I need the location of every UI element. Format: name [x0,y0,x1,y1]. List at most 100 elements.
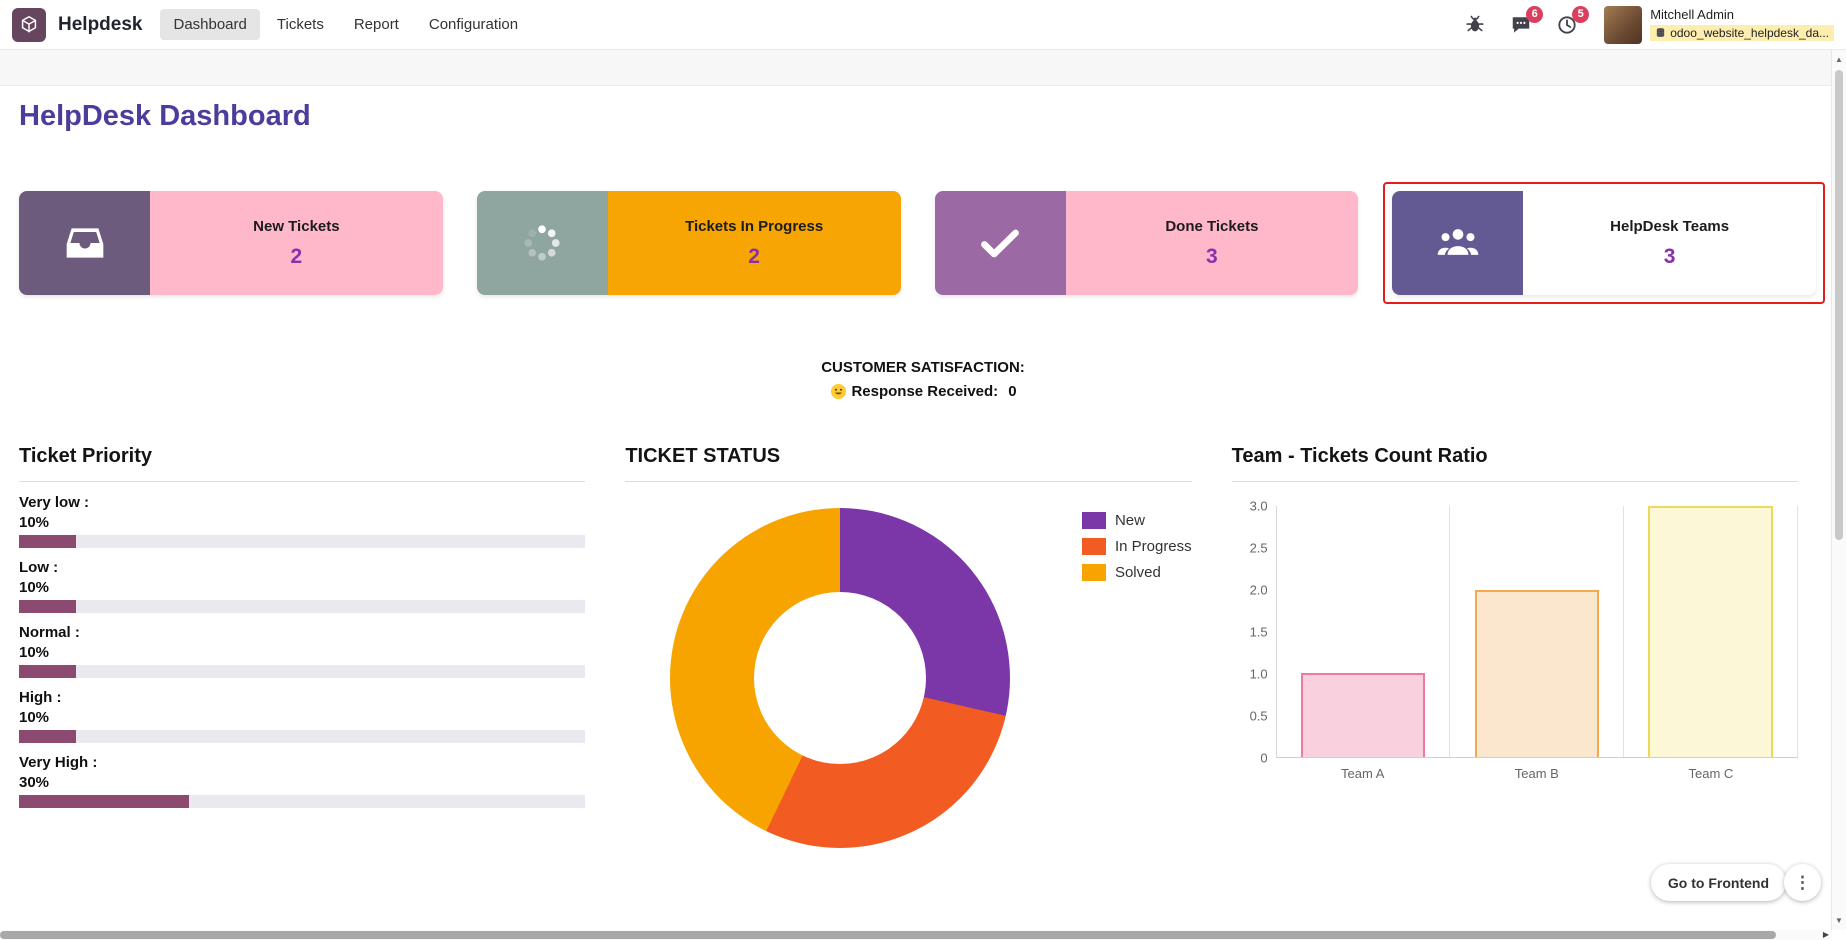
main-menu: Dashboard Tickets Report Configuration [160,9,531,40]
bar-cell [1277,506,1451,757]
spinner-icon [476,191,608,295]
kpi-cards: New Tickets 2 Tickets In Progress 2 Done Tic… [19,182,1825,304]
bar-plot [1275,506,1798,758]
priority-row: High : 10% [19,689,586,743]
team-bar-team-c[interactable] [1648,506,1773,757]
donut-chart[interactable] [670,508,1011,848]
user-menu[interactable]: Mitchell Admin odoo_website_helpdesk_da.… [1604,5,1834,44]
ticket-status-title: TICKET STATUS [625,445,781,467]
satisfaction-title: CUSTOMER SATISFACTION: [821,359,1025,376]
team-bar-team-b[interactable] [1474,589,1600,757]
scroll-right-arrow[interactable]: ▶ [1822,930,1829,939]
kpi-card-value: 2 [748,244,760,268]
priority-label: High : [19,689,62,706]
x-labels: Team A Team B Team C [1276,766,1798,781]
legend-item-solved[interactable]: Solved [1081,564,1192,581]
legend-swatch [1081,564,1106,581]
user-avatar [1604,5,1643,44]
user-meta: Mitchell Admin odoo_website_helpdesk_da.… [1650,6,1834,41]
kpi-card-label: HelpDesk Teams [1610,217,1730,235]
priority-bar-fill [19,600,76,613]
priority-percent: 10% [19,644,50,661]
kpi-card-helpdesk-teams[interactable]: HelpDesk Teams 3 [1383,182,1825,304]
ticket-priority-title: Ticket Priority [19,445,153,467]
go-to-frontend-button[interactable]: Go to Frontend [1650,864,1786,901]
y-tick: 0.5 [1249,708,1268,724]
database-name: odoo_website_helpdesk_da... [1650,24,1834,41]
priority-label: Very low : [19,494,90,511]
legend-swatch [1081,512,1106,529]
kpi-card-label: New Tickets [253,217,340,235]
legend-item-in-progress[interactable]: In Progress [1081,538,1192,555]
page-title: HelpDesk Dashboard [19,100,311,132]
horizontal-scrollbar[interactable]: ▶ [0,930,1831,940]
bar-cell [1450,506,1625,757]
cube-icon [21,15,37,32]
menu-item-report[interactable]: Report [353,16,399,33]
priority-bar-fill [19,730,76,743]
activities-icon[interactable]: 5 [1554,5,1590,38]
team-bar-chart: 3.0 2.5 2.0 1.5 1.0 0.5 0 Team A Team B Team C [1232,499,1798,781]
user-name: Mitchell Admin [1650,6,1735,22]
priority-bar-fill [19,795,189,808]
users-icon [1392,191,1524,295]
satisfaction-line: Response Received: 0 [0,382,1846,401]
priority-label: Low : [19,559,59,576]
priority-percent: 10% [19,514,50,531]
priority-bar-track [19,600,586,613]
team-bar-team-a[interactable] [1300,673,1426,757]
scroll-up-arrow[interactable]: ▲ [1835,55,1843,64]
response-received-value: 0 [1008,383,1017,400]
divider [625,481,1192,482]
priority-bar-fill [19,665,76,678]
app-brand[interactable]: Helpdesk [58,13,143,35]
ticket-priority-section: Ticket Priority Very low : 10% Low : 10% Nor… [19,445,586,857]
kpi-card-value: 2 [290,244,303,268]
vertical-scroll-thumb[interactable] [1835,70,1843,540]
priority-percent: 10% [19,579,50,596]
messages-icon[interactable]: 6 [1508,5,1544,38]
priority-percent: 10% [19,709,50,726]
team-ratio-title: Team - Tickets Count Ratio [1231,445,1488,467]
kpi-card-body: HelpDesk Teams 3 [1523,191,1816,295]
control-panel [0,50,1846,86]
priority-list: Very low : 10% Low : 10% Normal : 10% High : 10… [19,494,586,808]
kpi-card-done-tickets[interactable]: Done Tickets 3 [934,191,1359,295]
more-actions-button[interactable]: ⋮ [1784,864,1821,901]
priority-bar-track [19,730,586,743]
donut-chart-area: New In Progress Solved [625,482,1192,857]
navbar-right: 6 5 Mitchell Admin odoo_web [1462,5,1834,44]
menu-item-tickets[interactable]: Tickets [276,16,324,33]
database-icon [1657,28,1665,37]
database-label: odoo_website_helpdesk_da... [1670,25,1829,40]
kpi-card-body: Tickets In Progress 2 [607,191,901,295]
kpi-card-new-tickets[interactable]: New Tickets 2 [19,191,443,295]
scroll-down-arrow[interactable]: ▼ [1835,916,1843,925]
horizontal-scroll-thumb[interactable] [0,931,1777,939]
menu-item-configuration[interactable]: Configuration [428,16,519,33]
priority-bar-fill [19,535,76,548]
y-tick: 0 [1260,750,1268,766]
priority-row: Very High : 30% [19,754,586,808]
divider [1231,481,1798,482]
legend-label: Solved [1114,564,1161,581]
donut-hole [754,592,927,764]
helpdesk-app-icon[interactable] [12,7,46,42]
legend-label: In Progress [1114,538,1192,555]
kpi-card-body: New Tickets 2 [150,191,443,295]
debug-icon[interactable] [1462,12,1488,38]
priority-label: Normal : [19,624,80,641]
menu-item-dashboard[interactable]: Dashboard [160,9,260,40]
divider [19,481,586,482]
y-tick: 1.0 [1249,666,1268,682]
kpi-card-value: 3 [1663,244,1676,268]
priority-label: Very High : [19,754,98,771]
x-label: Team C [1688,766,1734,781]
ticket-status-section: TICKET STATUS New In Progress Solved [625,445,1192,857]
smiley-icon [831,383,847,400]
legend-item-new[interactable]: New [1081,512,1192,529]
vertical-scrollbar[interactable]: ▲ ▼ [1831,50,1846,930]
bar-cell [1624,506,1798,757]
chart-legend: New In Progress Solved [1081,512,1192,581]
kpi-card-tickets-in-progress[interactable]: Tickets In Progress 2 [476,191,901,295]
